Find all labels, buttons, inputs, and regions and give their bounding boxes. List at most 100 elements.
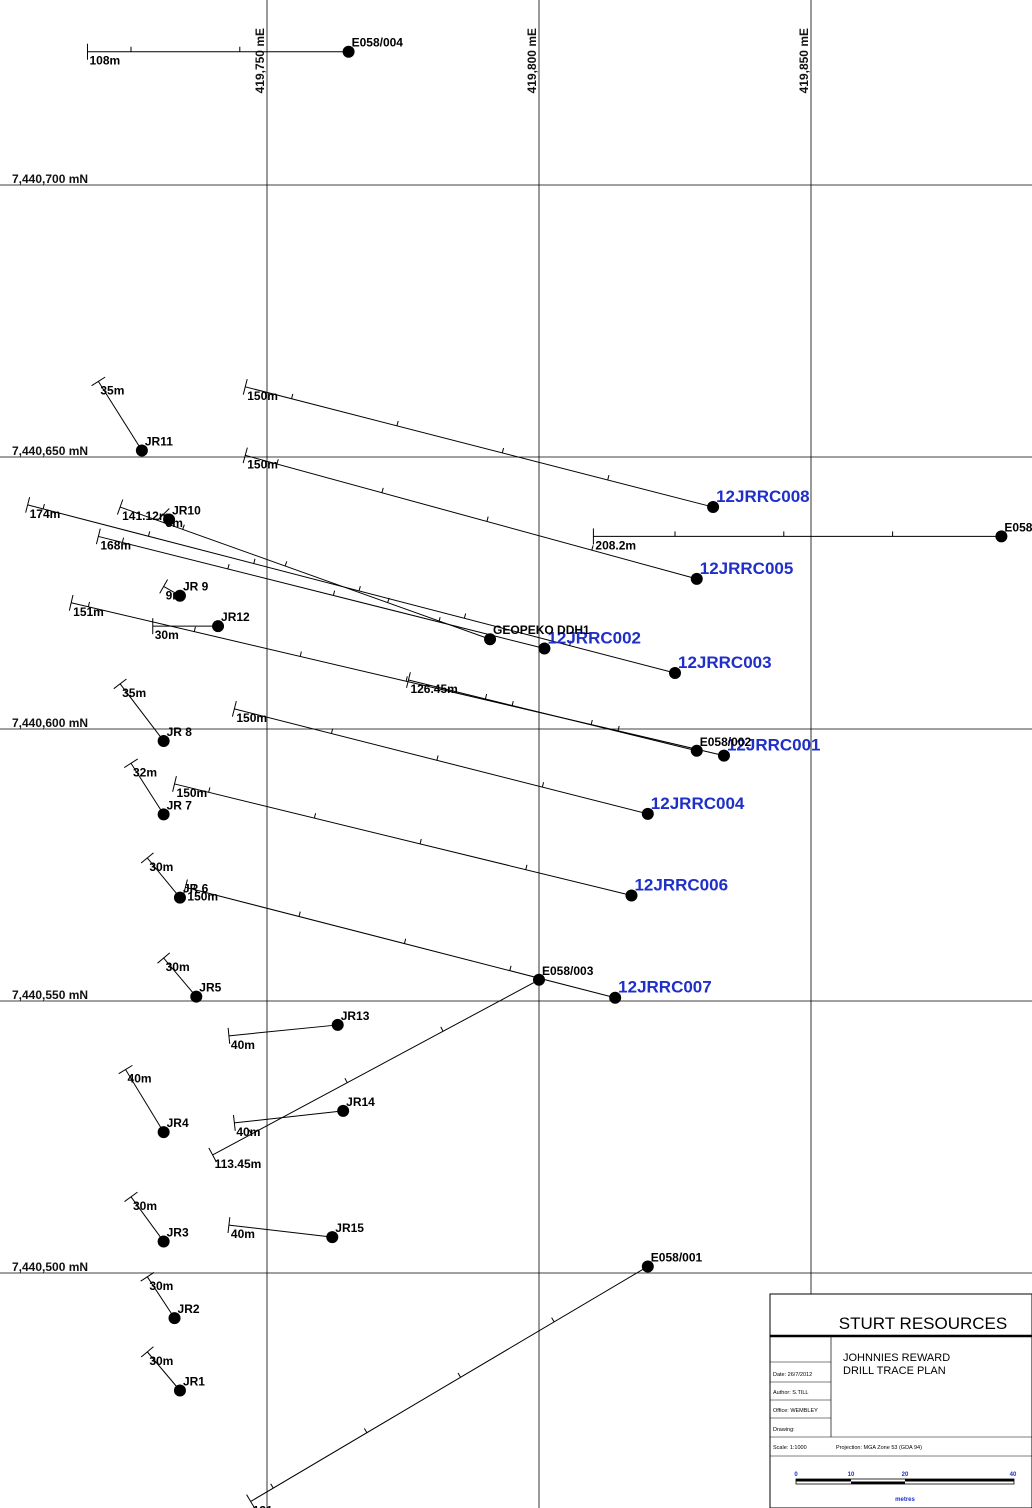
collar-marker[interactable] [707, 501, 720, 514]
depth-tick [617, 725, 620, 731]
depth-tick [270, 1483, 274, 1489]
depth-tick [182, 524, 185, 530]
depth-label: 40m [231, 1227, 255, 1241]
end-of-hole-mark [227, 1217, 231, 1234]
drawing-title-line1: JOHNNIES REWARD [843, 1352, 950, 1364]
collar-marker[interactable] [995, 530, 1008, 543]
hole-id-label: JR 9 [183, 580, 209, 594]
drill-trace-line [98, 535, 545, 649]
collar-marker[interactable] [157, 734, 170, 747]
depth-tick [484, 693, 488, 700]
collar-marker[interactable] [538, 642, 551, 655]
drill-trace-line [234, 708, 648, 815]
end-of-hole-mark [182, 879, 188, 896]
hole-id-label: E058/005 [1004, 520, 1032, 534]
hole-id-label: JR 8 [167, 725, 193, 739]
end-of-hole-mark [91, 376, 106, 387]
collar-marker[interactable] [641, 1260, 654, 1273]
scale-tick-40: 40 [1010, 1472, 1017, 1478]
drill-hole [157, 952, 203, 1003]
depth-label: 126.45m [410, 682, 457, 696]
drill-hole [123, 758, 170, 821]
scale-bar-segment [905, 1479, 1014, 1482]
scale-tick-10: 10 [848, 1472, 855, 1478]
hole-id-label: JR11 [145, 434, 173, 448]
depth-tick [551, 1317, 555, 1323]
collar-marker[interactable] [212, 620, 225, 633]
drill-hole [227, 1018, 344, 1044]
depth-tick [436, 755, 439, 761]
collar-marker[interactable] [669, 666, 681, 679]
depth-tick [147, 531, 151, 537]
collar-marker[interactable] [342, 45, 355, 58]
hole-id-label: JR 7 [167, 798, 193, 812]
depth-tick [313, 813, 317, 819]
collar-marker[interactable] [173, 891, 186, 904]
depth-label: 108m [89, 54, 120, 68]
collar-marker[interactable] [484, 633, 497, 646]
collar-marker[interactable] [190, 990, 203, 1003]
drill-hole [227, 1217, 339, 1244]
hole-id-label: JR10 [172, 504, 201, 518]
scale-bar-segment [796, 1479, 851, 1482]
collar-marker[interactable] [157, 808, 170, 821]
scale-unit: metres [895, 1497, 915, 1503]
collar-marker[interactable] [168, 1312, 181, 1325]
depth-tick [525, 864, 528, 870]
hole-id-label: 12JRRC005 [700, 559, 794, 578]
collar-marker[interactable] [135, 444, 148, 457]
drill-trace-line [174, 783, 632, 896]
drill-hole [159, 579, 186, 602]
company-name: STURT RESOURCES [839, 1314, 1007, 1333]
title-block-frame [769, 1293, 1032, 1508]
collar-marker[interactable] [157, 1235, 170, 1248]
hole-id-label: 12JRRC008 [716, 487, 810, 506]
collar-marker[interactable] [326, 1231, 339, 1244]
depth-tick [344, 1078, 348, 1083]
drill-trace-line [119, 506, 491, 640]
depth-tick [419, 838, 422, 844]
collar-marker[interactable] [337, 1104, 350, 1117]
end-of-hole-mark [231, 700, 237, 717]
collar-marker[interactable] [173, 1384, 186, 1397]
drill-hole [68, 594, 730, 762]
hole-id-label: GEOPEKO DDH1 [493, 623, 590, 637]
depth-tick [486, 516, 489, 522]
depth-tick [299, 651, 302, 657]
depth-label: 150m [247, 457, 278, 471]
depth-tick [607, 475, 610, 481]
collar-marker[interactable] [717, 749, 730, 762]
collar-marker[interactable] [609, 991, 622, 1004]
collar-marker[interactable] [157, 1126, 170, 1139]
depth-label: 9m [166, 588, 183, 602]
hole-id-label: E058/001 [651, 1250, 703, 1264]
collar-marker[interactable] [641, 807, 654, 820]
drill-trace-line [234, 1110, 344, 1124]
end-of-hole-mark [116, 499, 124, 515]
collar-marker[interactable] [173, 589, 186, 602]
depth-label: 141.12m [122, 509, 169, 523]
drill-hole [118, 1064, 170, 1139]
hole-id-label: 12JRRC003 [678, 653, 772, 672]
depth-label: 150m [236, 711, 267, 725]
drill-hole [113, 678, 170, 747]
collar-marker[interactable] [533, 973, 545, 986]
drill-trace-line [146, 857, 181, 898]
depth-label: 35m [100, 383, 124, 397]
drill-hole [232, 1104, 350, 1131]
hole-id-label: 12JRRC001 [727, 736, 821, 755]
depth-label: 150m [177, 786, 208, 800]
drill-hole [140, 852, 186, 904]
collar-marker[interactable] [690, 572, 703, 585]
collar-marker[interactable] [625, 889, 638, 902]
collar-marker[interactable] [690, 744, 703, 757]
collar-marker[interactable] [331, 1018, 344, 1031]
drill-trace-line [212, 979, 540, 1156]
scale-bar: 0 10 20 40 metres [794, 1472, 1017, 1503]
hole-id-label: JR2 [178, 1302, 200, 1316]
collar-marker[interactable] [163, 513, 176, 526]
end-of-hole-mark [227, 1027, 231, 1044]
depth-tick [253, 558, 256, 564]
